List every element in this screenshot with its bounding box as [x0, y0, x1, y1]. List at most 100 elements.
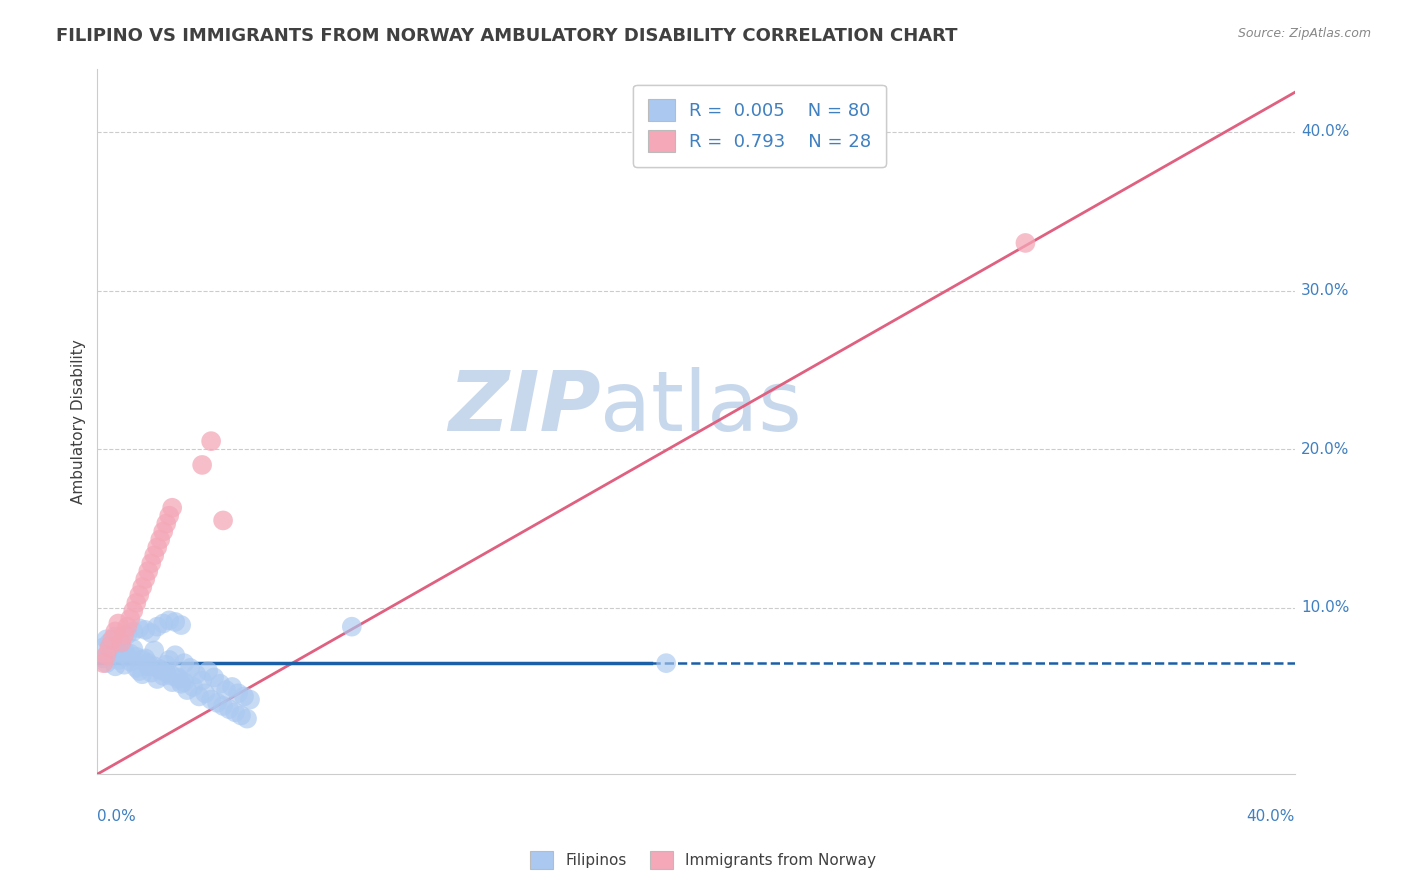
Point	[128, 588, 150, 602]
Point	[120, 647, 142, 661]
Point	[224, 706, 246, 720]
Point	[181, 680, 204, 694]
Point	[170, 618, 193, 632]
Point	[149, 533, 172, 547]
Point	[340, 620, 363, 634]
Text: 10.0%: 10.0%	[1301, 600, 1350, 615]
Point	[91, 656, 114, 670]
Point	[107, 653, 129, 667]
Point	[212, 513, 235, 527]
Point	[157, 508, 180, 523]
Point	[141, 665, 163, 680]
Point	[160, 500, 183, 515]
Point	[101, 645, 124, 659]
Point	[160, 675, 183, 690]
Point	[155, 657, 177, 672]
Point	[1014, 235, 1036, 250]
Point	[104, 624, 127, 639]
Point	[122, 624, 145, 639]
Point	[125, 661, 148, 675]
Point	[96, 656, 118, 670]
Point	[165, 648, 187, 663]
Point	[202, 670, 225, 684]
Point	[239, 692, 262, 706]
Legend: R =  0.005    N = 80, R =  0.793    N = 28: R = 0.005 N = 80, R = 0.793 N = 28	[633, 85, 886, 167]
Point	[131, 580, 153, 594]
Point	[155, 516, 177, 531]
Point	[176, 683, 198, 698]
Point	[209, 677, 232, 691]
Point	[149, 663, 172, 677]
Point	[104, 659, 127, 673]
Point	[98, 648, 121, 663]
Point	[98, 640, 121, 655]
Point	[122, 641, 145, 656]
Point	[117, 649, 139, 664]
Point	[149, 663, 172, 677]
Point	[200, 692, 222, 706]
Point	[136, 659, 159, 673]
Point	[112, 643, 135, 657]
Point	[131, 667, 153, 681]
Point	[112, 657, 135, 672]
Point	[134, 572, 156, 586]
Point	[143, 643, 166, 657]
Point	[165, 615, 187, 629]
Point	[96, 648, 118, 663]
Point	[146, 541, 169, 555]
Point	[200, 434, 222, 449]
Point	[120, 612, 142, 626]
Point	[134, 651, 156, 665]
Point	[134, 623, 156, 637]
Point	[110, 635, 132, 649]
Point	[197, 664, 219, 678]
Point	[212, 698, 235, 713]
Point	[125, 596, 148, 610]
Point	[96, 632, 118, 647]
Text: 30.0%: 30.0%	[1301, 283, 1350, 298]
Point	[131, 653, 153, 667]
Point	[152, 669, 174, 683]
Point	[167, 672, 190, 686]
Point	[141, 556, 163, 570]
Point	[221, 680, 243, 694]
Point	[110, 637, 132, 651]
Point	[191, 673, 214, 688]
Point	[136, 656, 159, 670]
Point	[170, 677, 193, 691]
Point	[191, 458, 214, 472]
Legend: Filipinos, Immigrants from Norway: Filipinos, Immigrants from Norway	[524, 845, 882, 875]
Point	[157, 613, 180, 627]
Point	[655, 656, 678, 670]
Point	[122, 604, 145, 618]
Point	[112, 627, 135, 641]
Point	[146, 672, 169, 686]
Text: 40.0%: 40.0%	[1247, 809, 1295, 824]
Point	[143, 659, 166, 673]
Text: FILIPINO VS IMMIGRANTS FROM NORWAY AMBULATORY DISABILITY CORRELATION CHART: FILIPINO VS IMMIGRANTS FROM NORWAY AMBUL…	[56, 27, 957, 45]
Point	[152, 616, 174, 631]
Point	[236, 712, 259, 726]
Point	[155, 665, 177, 680]
Point	[101, 639, 124, 653]
Text: 0.0%: 0.0%	[97, 809, 136, 824]
Point	[205, 696, 228, 710]
Point	[157, 653, 180, 667]
Point	[101, 632, 124, 647]
Point	[152, 524, 174, 539]
Point	[146, 620, 169, 634]
Point	[117, 627, 139, 641]
Point	[128, 664, 150, 678]
Point	[160, 669, 183, 683]
Text: 40.0%: 40.0%	[1301, 125, 1350, 139]
Point	[98, 635, 121, 649]
Point	[128, 621, 150, 635]
Point	[167, 670, 190, 684]
Point	[173, 675, 195, 690]
Point	[107, 634, 129, 648]
Point	[173, 656, 195, 670]
Point	[188, 690, 211, 704]
Point	[120, 655, 142, 669]
Point	[179, 661, 201, 675]
Point	[91, 651, 114, 665]
